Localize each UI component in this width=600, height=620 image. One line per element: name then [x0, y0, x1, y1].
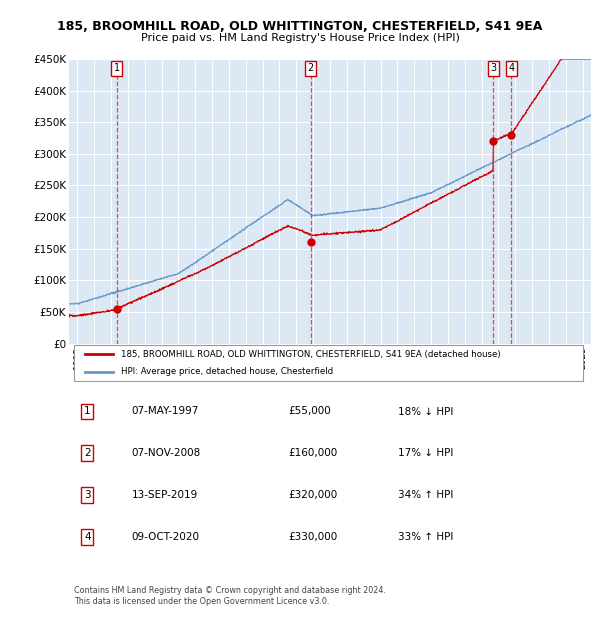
Text: 07-NOV-2008: 07-NOV-2008	[131, 448, 201, 458]
Text: 4: 4	[84, 531, 91, 542]
Text: 2: 2	[308, 63, 314, 73]
Text: Contains HM Land Registry data © Crown copyright and database right 2024.
This d: Contains HM Land Registry data © Crown c…	[74, 586, 386, 606]
Text: HPI: Average price, detached house, Chesterfield: HPI: Average price, detached house, Ches…	[121, 367, 334, 376]
Text: 13-SEP-2019: 13-SEP-2019	[131, 490, 198, 500]
Text: 1: 1	[114, 63, 120, 73]
Text: 4: 4	[508, 63, 514, 73]
Text: 34% ↑ HPI: 34% ↑ HPI	[398, 490, 453, 500]
Text: 3: 3	[84, 490, 91, 500]
FancyBboxPatch shape	[74, 345, 583, 381]
Text: 33% ↑ HPI: 33% ↑ HPI	[398, 531, 453, 542]
Text: 3: 3	[490, 63, 496, 73]
Text: 18% ↓ HPI: 18% ↓ HPI	[398, 407, 453, 417]
Text: 1: 1	[84, 407, 91, 417]
Text: £160,000: £160,000	[288, 448, 337, 458]
Text: 2: 2	[84, 448, 91, 458]
Text: Price paid vs. HM Land Registry's House Price Index (HPI): Price paid vs. HM Land Registry's House …	[140, 33, 460, 43]
Text: 185, BROOMHILL ROAD, OLD WHITTINGTON, CHESTERFIELD, S41 9EA (detached house): 185, BROOMHILL ROAD, OLD WHITTINGTON, CH…	[121, 350, 501, 358]
Text: 17% ↓ HPI: 17% ↓ HPI	[398, 448, 453, 458]
Text: £330,000: £330,000	[288, 531, 337, 542]
Text: 07-MAY-1997: 07-MAY-1997	[131, 407, 199, 417]
Text: 09-OCT-2020: 09-OCT-2020	[131, 531, 200, 542]
Text: £320,000: £320,000	[288, 490, 337, 500]
Text: £55,000: £55,000	[288, 407, 331, 417]
Text: 185, BROOMHILL ROAD, OLD WHITTINGTON, CHESTERFIELD, S41 9EA: 185, BROOMHILL ROAD, OLD WHITTINGTON, CH…	[58, 20, 542, 33]
